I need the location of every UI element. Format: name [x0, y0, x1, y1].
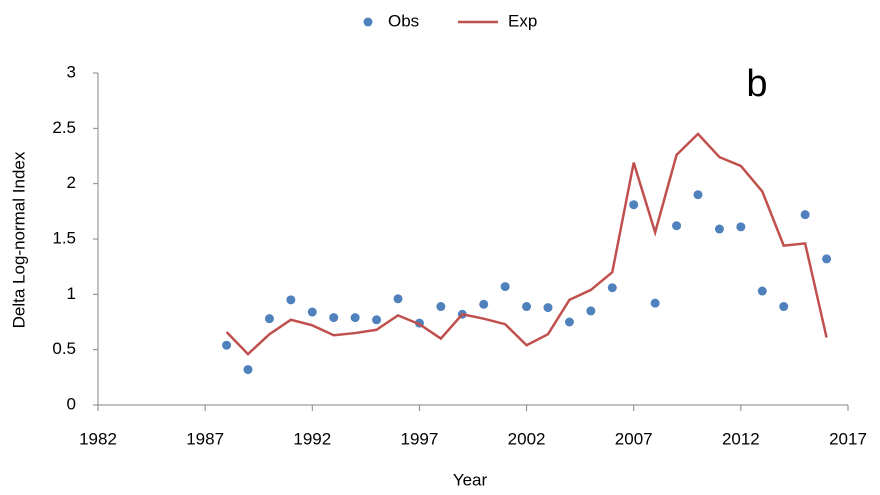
obs-point	[393, 294, 403, 304]
obs-point	[479, 299, 489, 309]
obs-point	[264, 314, 274, 324]
x-axis-label: Year	[453, 470, 488, 489]
obs-point	[822, 254, 832, 264]
y-tick-label: 3	[67, 62, 76, 81]
y-tick-label: 1	[67, 284, 76, 303]
annotation: b	[746, 63, 767, 105]
y-axis-label: Delta Log-normal Index	[9, 151, 28, 328]
obs-point	[372, 315, 382, 325]
exp-line	[225, 132, 828, 356]
x-tick-label: 2002	[508, 429, 546, 448]
obs-point	[350, 313, 360, 323]
legend-swatch	[363, 17, 373, 27]
obs-point	[757, 286, 767, 296]
obs-point	[436, 302, 446, 312]
obs-point	[693, 190, 703, 200]
x-tick-label: 2007	[615, 429, 653, 448]
obs-point	[286, 295, 296, 305]
obs-point	[564, 317, 574, 327]
obs-point	[672, 221, 682, 231]
obs-point	[779, 302, 789, 312]
x-tick-label: 2012	[722, 429, 760, 448]
y-tick-label: 2.5	[52, 118, 76, 137]
obs-point	[307, 307, 317, 317]
obs-point	[543, 303, 553, 313]
x-tick-label: 1987	[186, 429, 224, 448]
x-tick-label: 1997	[401, 429, 439, 448]
obs-point	[629, 200, 639, 210]
y-tick-label: 0.5	[52, 339, 76, 358]
obs-point	[650, 298, 660, 308]
y-tick-label: 2	[67, 173, 76, 192]
obs-point	[586, 306, 596, 316]
x-tick-label: 1982	[79, 429, 117, 448]
obs-point	[714, 224, 724, 234]
obs-point	[243, 365, 253, 375]
legend-label: Exp	[508, 11, 537, 30]
obs-point	[522, 302, 532, 312]
y-tick-label: 1.5	[52, 228, 76, 247]
x-tick-label: 1992	[293, 429, 331, 448]
legend-label: Obs	[388, 11, 419, 30]
obs-point	[329, 313, 339, 323]
x-tick-label: 2017	[829, 429, 867, 448]
y-tick-label: 0	[67, 394, 76, 413]
obs-point	[222, 340, 232, 350]
obs-point	[736, 222, 746, 232]
obs-point	[607, 283, 617, 293]
obs-point	[500, 282, 510, 292]
obs-point	[800, 210, 810, 220]
